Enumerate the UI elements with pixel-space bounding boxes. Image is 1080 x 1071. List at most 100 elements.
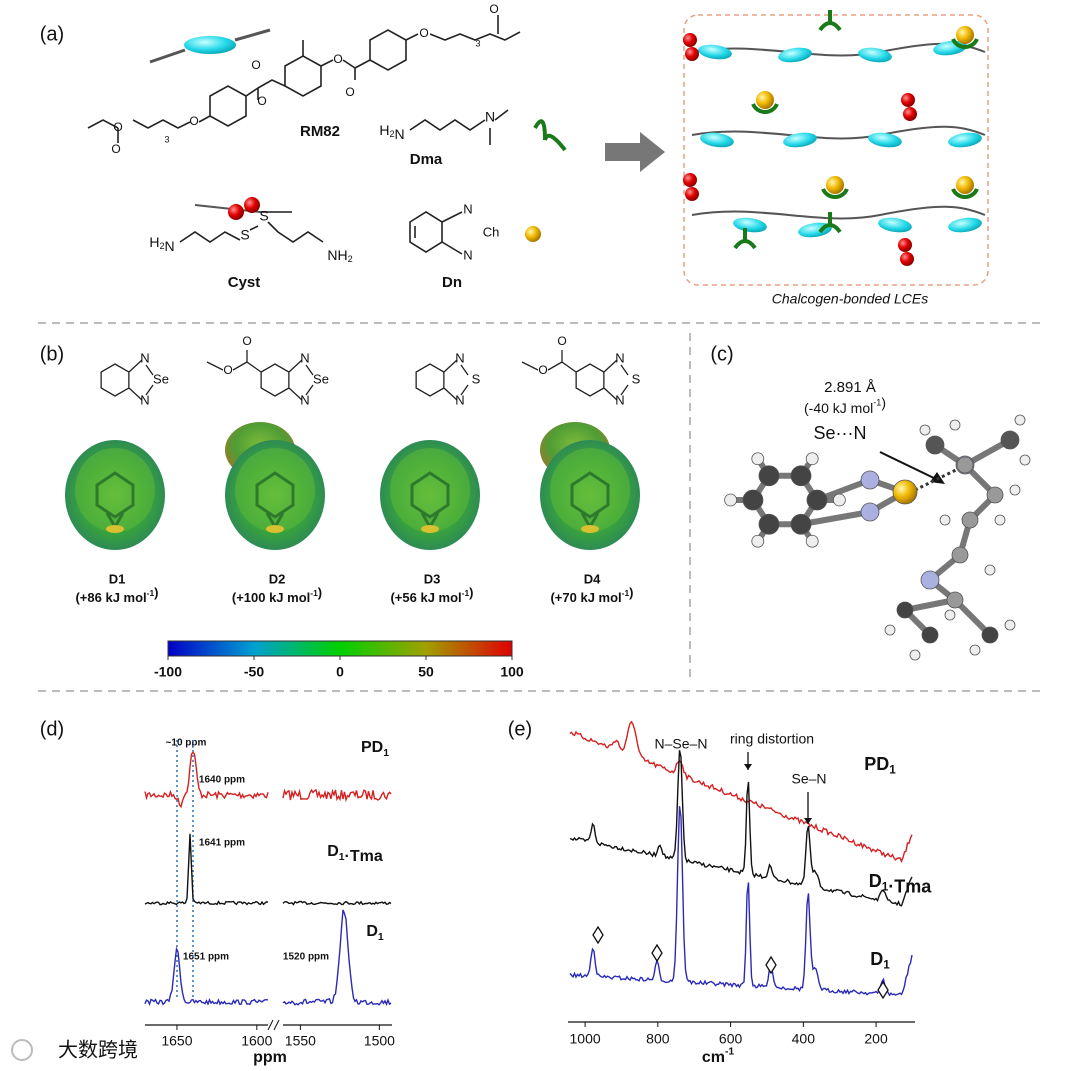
esp-hole [106, 525, 124, 533]
panel-b-drawing [65, 350, 640, 550]
panel-label: (e) [508, 718, 532, 740]
atom [806, 489, 828, 511]
peak-label: 1520 ppm [283, 952, 329, 963]
esp-hole [581, 525, 599, 533]
atom-label: N [463, 247, 472, 262]
atom-label: O [557, 334, 566, 348]
cyst-icon [228, 204, 244, 220]
x-tick-label: 600 [719, 1031, 743, 1047]
atom [884, 624, 896, 636]
nmr-trace [144, 833, 269, 906]
peak-label: 1640 ppm [199, 775, 245, 786]
disulfide [900, 252, 914, 266]
chalcogen-bond-site [956, 176, 974, 194]
subscript: 2 [348, 255, 353, 265]
disulfide [901, 93, 915, 107]
atom [939, 514, 951, 526]
atom-label: O [333, 52, 342, 66]
text-part: N [165, 238, 175, 254]
diamond-marker [765, 955, 777, 975]
mesogen-icon-line [149, 28, 271, 64]
disulfide [685, 187, 699, 201]
binding-energy: (+100 kJ mol-1) [232, 585, 322, 605]
atom-label: S [632, 371, 641, 386]
atom [805, 452, 819, 466]
axis-break [267, 1019, 280, 1031]
cyst-icon [244, 197, 260, 213]
mesogen [868, 132, 902, 148]
atom [961, 511, 979, 529]
subscript: 1 [339, 852, 345, 863]
atom [919, 424, 931, 436]
text-part: ) [154, 585, 158, 600]
x-tick-label: 400 [792, 1031, 816, 1047]
amine-hook [821, 188, 849, 199]
text-part: ) [881, 394, 886, 410]
superscript: -1 [310, 588, 318, 598]
arrow [605, 132, 665, 172]
separators [38, 322, 1042, 692]
atom-label: S [472, 371, 481, 386]
atom-label: N [463, 201, 472, 216]
arrow-head [804, 818, 812, 824]
atom-label: N [455, 350, 464, 365]
atom-label: O [345, 85, 354, 99]
atom-label: O [419, 26, 428, 40]
atom [790, 513, 812, 535]
molecule-name: D1 [109, 571, 126, 586]
text-part: ) [629, 585, 633, 600]
x-tick-label: 1550 [285, 1033, 316, 1049]
amine-hook [818, 212, 842, 234]
atom [1009, 484, 1021, 496]
atom-label: Se [153, 371, 169, 386]
text-part: NH [327, 247, 347, 263]
atom [758, 513, 780, 535]
trace-label: PD1 [864, 754, 896, 777]
mesogen [858, 47, 892, 63]
atom [956, 456, 974, 474]
ring [100, 363, 130, 397]
subscript: 2 [159, 242, 164, 252]
atom [981, 626, 999, 644]
esp-surface [550, 448, 630, 532]
x-axis-label: ppm [253, 1049, 287, 1066]
molecule-name: RM82 [300, 123, 340, 140]
bond [798, 509, 873, 528]
raman-trace [569, 806, 913, 997]
atom [892, 479, 918, 505]
mesogen [948, 217, 982, 233]
disulfide [683, 173, 697, 187]
chalcogen-bond [914, 466, 961, 492]
atom [925, 435, 945, 455]
atom [860, 502, 880, 522]
atom [751, 452, 765, 466]
dma-icon [533, 119, 567, 152]
amine-hook [818, 10, 842, 32]
text-part: H [149, 234, 159, 250]
polymer-chain [691, 125, 986, 140]
molecule-name: D3 [424, 571, 441, 586]
polymer-chain [691, 205, 986, 220]
amine-hook [751, 103, 779, 114]
text-part: ) [469, 585, 473, 600]
distance: 2.891 Å [824, 379, 876, 396]
superscript: -1 [462, 588, 470, 598]
atom [921, 626, 939, 644]
text-part: (+100 kJ mol [232, 590, 310, 605]
diamond-marker [592, 925, 604, 945]
ring [575, 363, 605, 397]
bonds [87, 15, 521, 143]
colorbar-tick-label: 0 [336, 664, 344, 680]
raman-spectra [569, 720, 913, 1000]
binding-energy: (+70 kJ mol-1) [550, 585, 633, 605]
chalcogen-icon [525, 226, 541, 242]
atom [920, 570, 940, 590]
disulfide [685, 47, 699, 61]
ring [415, 363, 445, 397]
ring [369, 29, 407, 71]
group-label: H2N [149, 234, 174, 254]
atom-label: N [485, 109, 495, 125]
atom [833, 493, 846, 507]
atom [724, 493, 737, 507]
atom [949, 419, 961, 431]
